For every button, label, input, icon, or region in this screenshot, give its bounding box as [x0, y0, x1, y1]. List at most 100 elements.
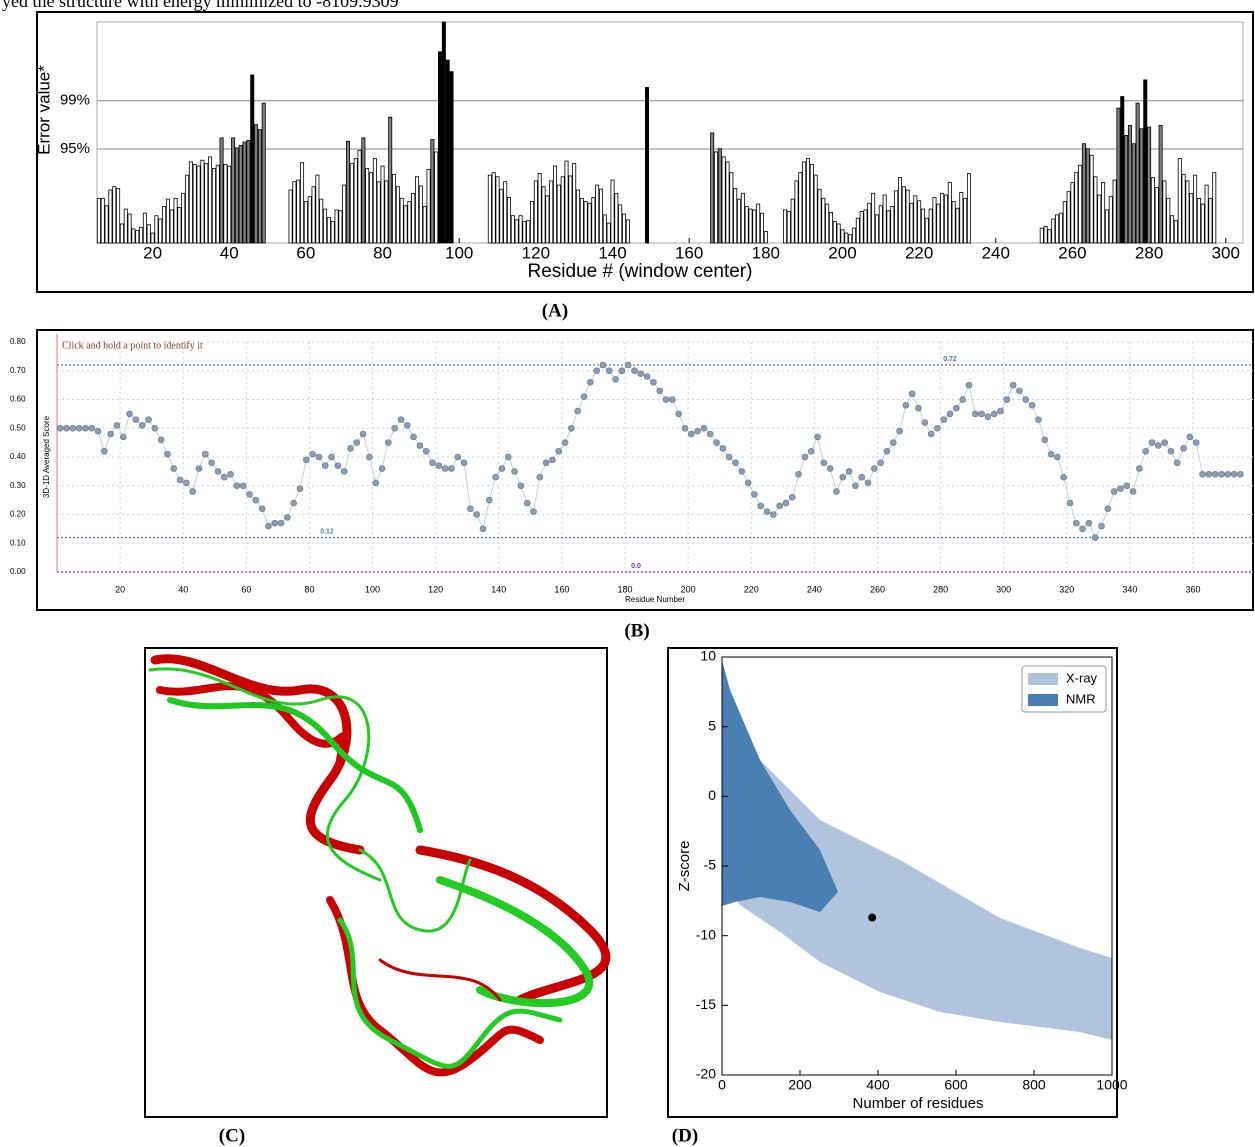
- bar: [933, 197, 936, 243]
- score-point: [669, 397, 675, 403]
- y-axis-title: Error value*: [34, 65, 53, 155]
- bar: [97, 198, 100, 243]
- bar: [599, 189, 602, 243]
- bar: [300, 163, 303, 243]
- score-point: [947, 411, 953, 417]
- score-point: [303, 457, 309, 463]
- bar: [113, 187, 116, 243]
- score-point: [833, 489, 839, 495]
- bar: [523, 221, 526, 243]
- score-point: [259, 506, 265, 512]
- bar: [178, 207, 181, 243]
- score-point: [1162, 440, 1168, 446]
- score-point: [865, 480, 871, 486]
- legend-label: X-ray: [1066, 670, 1098, 685]
- bar: [948, 183, 951, 243]
- bar: [235, 148, 238, 243]
- x-tick-label: 340: [1122, 584, 1137, 594]
- y-tick-label: 0.40: [10, 452, 26, 461]
- score-point: [171, 466, 177, 472]
- score-point: [587, 379, 593, 385]
- score-point: [701, 425, 707, 431]
- bar: [231, 138, 234, 243]
- bar: [845, 233, 848, 243]
- x-tick-label: 40: [178, 584, 188, 594]
- score-point: [556, 448, 562, 454]
- bar: [749, 209, 752, 243]
- bar: [488, 175, 491, 243]
- x-tick-label: 40: [220, 243, 239, 262]
- bar: [247, 140, 250, 243]
- bar: [220, 138, 223, 243]
- score-point: [575, 408, 581, 414]
- bar: [722, 157, 725, 243]
- bar: [408, 202, 411, 243]
- score-point: [158, 437, 164, 443]
- bar: [304, 202, 307, 243]
- bar: [1090, 155, 1093, 243]
- y-tick-label: 0.80: [10, 337, 26, 346]
- bar: [492, 173, 495, 243]
- bar: [530, 202, 533, 243]
- score-point: [448, 466, 454, 472]
- bar: [155, 216, 158, 243]
- bar: [1163, 181, 1166, 243]
- score-point: [1061, 474, 1067, 480]
- score-point: [1193, 440, 1199, 446]
- x-tick-label: 120: [428, 584, 443, 594]
- score-point: [815, 434, 821, 440]
- bar: [737, 199, 740, 243]
- bar: [323, 209, 326, 243]
- bar: [507, 197, 510, 243]
- score-point: [758, 503, 764, 509]
- score-point: [278, 520, 284, 526]
- bar: [1059, 213, 1062, 243]
- score-point: [688, 431, 694, 437]
- score-point: [846, 468, 852, 474]
- score-point: [1130, 489, 1136, 495]
- x-tick-label: 60: [241, 584, 251, 594]
- bar: [1109, 197, 1112, 243]
- bar: [860, 212, 863, 243]
- score-point: [177, 477, 183, 483]
- bar: [362, 138, 365, 243]
- reference-label: 0.72: [943, 356, 957, 363]
- bar: [1170, 216, 1173, 243]
- bar: [868, 203, 871, 243]
- x-tick-label: 400: [866, 1077, 890, 1093]
- x-tick-label: 200: [681, 584, 696, 594]
- score-point: [379, 466, 385, 472]
- score-point: [228, 471, 234, 477]
- bar: [734, 188, 737, 243]
- bar: [711, 133, 714, 243]
- score-point: [878, 460, 884, 466]
- bar: [339, 211, 342, 243]
- bar: [895, 191, 898, 243]
- score-point: [411, 434, 417, 440]
- bar: [1132, 144, 1135, 243]
- bar: [1136, 103, 1139, 243]
- bar: [1190, 193, 1193, 243]
- y-axis-title: Z-score: [676, 841, 693, 892]
- y-tick-label: 0.00: [10, 567, 26, 576]
- bar: [837, 224, 840, 243]
- score-point: [549, 457, 555, 463]
- score-point: [1004, 397, 1010, 403]
- bar: [527, 221, 530, 243]
- score-point: [1136, 466, 1142, 472]
- score-point: [676, 411, 682, 417]
- bar: [1186, 181, 1189, 243]
- caption: yed the structure with energy minimized …: [2, 0, 399, 11]
- score-point: [915, 405, 921, 411]
- score-point: [631, 368, 637, 374]
- score-point: [1035, 417, 1041, 423]
- score-point: [221, 474, 227, 480]
- score-point: [366, 454, 372, 460]
- bar: [159, 219, 162, 243]
- bar: [941, 193, 944, 243]
- bar: [504, 182, 507, 243]
- y-tick-label: -20: [696, 1066, 716, 1082]
- x-tick-label: 60: [296, 243, 315, 262]
- bar: [312, 187, 315, 243]
- y-tick-label: 10: [700, 648, 716, 664]
